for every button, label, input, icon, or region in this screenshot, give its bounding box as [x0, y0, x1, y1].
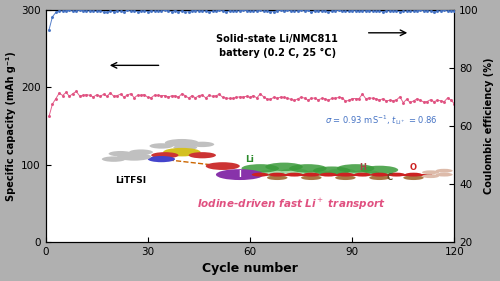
Circle shape — [174, 145, 197, 150]
Circle shape — [267, 175, 287, 180]
Circle shape — [335, 175, 355, 180]
Circle shape — [165, 139, 199, 147]
Circle shape — [102, 157, 126, 162]
Circle shape — [266, 163, 303, 171]
Text: I: I — [238, 170, 241, 179]
Circle shape — [148, 156, 175, 162]
Circle shape — [337, 164, 374, 173]
Circle shape — [108, 151, 132, 157]
Circle shape — [436, 169, 452, 173]
Text: Iodine-driven fast Li$^+$ transport: Iodine-driven fast Li$^+$ transport — [196, 197, 385, 212]
Y-axis label: Specific capacity (mAh g⁻¹): Specific capacity (mAh g⁻¹) — [6, 51, 16, 201]
Circle shape — [422, 170, 439, 174]
Circle shape — [216, 169, 264, 180]
Circle shape — [354, 173, 371, 176]
Circle shape — [117, 153, 151, 161]
Text: C: C — [386, 173, 392, 182]
Text: LiTFSI: LiTFSI — [115, 176, 146, 185]
Circle shape — [337, 173, 354, 176]
Circle shape — [371, 173, 388, 176]
Text: Solid-state Li/NMC811
battery (0.2 C, 25 °C): Solid-state Li/NMC811 battery (0.2 C, 25… — [216, 34, 338, 58]
Circle shape — [301, 175, 322, 180]
Circle shape — [150, 143, 174, 149]
Circle shape — [303, 173, 320, 176]
Circle shape — [405, 173, 422, 176]
Circle shape — [388, 173, 405, 176]
Circle shape — [257, 170, 284, 176]
Circle shape — [163, 148, 200, 157]
Circle shape — [352, 170, 380, 176]
X-axis label: Cycle number: Cycle number — [202, 262, 298, 275]
Circle shape — [289, 164, 327, 173]
Circle shape — [286, 173, 303, 176]
Circle shape — [422, 174, 439, 178]
Y-axis label: Coulombic efficiency (%): Coulombic efficiency (%) — [484, 58, 494, 194]
Circle shape — [280, 168, 308, 175]
Circle shape — [242, 164, 279, 173]
Circle shape — [304, 170, 332, 176]
Circle shape — [328, 168, 355, 175]
Circle shape — [188, 152, 216, 158]
Text: H: H — [359, 163, 366, 172]
Circle shape — [320, 173, 337, 176]
Circle shape — [190, 142, 214, 147]
Circle shape — [404, 175, 423, 180]
Circle shape — [206, 162, 240, 170]
Circle shape — [313, 166, 350, 175]
Circle shape — [369, 175, 390, 180]
Text: Li: Li — [246, 155, 254, 164]
Text: O: O — [410, 163, 417, 172]
Circle shape — [436, 173, 452, 176]
Circle shape — [268, 173, 286, 176]
Circle shape — [151, 152, 178, 158]
Text: $\sigma$ = 0.93 mS$^{-1}$, $t_{\mathrm{Li^+}}$ = 0.86: $\sigma$ = 0.93 mS$^{-1}$, $t_{\mathrm{L… — [324, 114, 438, 127]
Circle shape — [129, 149, 153, 155]
Circle shape — [252, 173, 268, 176]
Circle shape — [360, 166, 398, 174]
